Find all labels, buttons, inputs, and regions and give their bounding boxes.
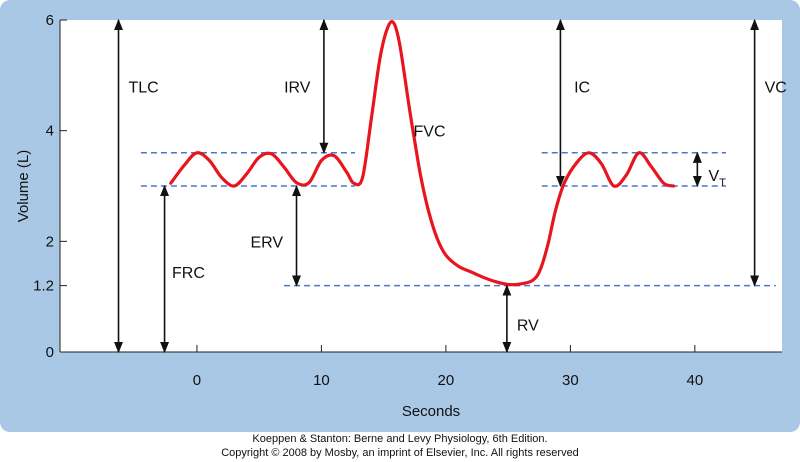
x-tick-label: 20 bbox=[438, 372, 455, 389]
y-tick-label: 0 bbox=[46, 344, 54, 361]
x-tick-label: 40 bbox=[687, 372, 704, 389]
y-tick-label: 6 bbox=[46, 12, 54, 29]
plot-area bbox=[60, 20, 782, 352]
annotation-label-frc: FRC bbox=[172, 265, 205, 282]
y-tick-label: 1.2 bbox=[33, 278, 54, 295]
annotation-label-tlc: TLC bbox=[128, 79, 158, 96]
y-axis-title: Volume (L) bbox=[15, 150, 32, 223]
y-tick-label: 2 bbox=[46, 233, 54, 250]
annotation-label-erv: ERV bbox=[250, 234, 283, 251]
axes: 0 1.2 2 4 6 0 10 20 30 40 bbox=[33, 12, 782, 389]
x-tick-label: 0 bbox=[193, 372, 201, 389]
annotation-label-vc: VC bbox=[765, 79, 787, 96]
x-tick-label: 10 bbox=[313, 372, 330, 389]
y-tick-label: 4 bbox=[46, 123, 54, 140]
volume-curve bbox=[169, 20, 676, 287]
annotation-label-rv: RV bbox=[517, 317, 539, 334]
credit-line-1: Koeppen & Stanton: Berne and Levy Physio… bbox=[252, 433, 548, 445]
annotation-label-fvc: FVC bbox=[414, 124, 446, 141]
credit-line-2: Copyright © 2008 by Mosby, an imprint of… bbox=[221, 447, 579, 459]
annotation-subscript: T bbox=[719, 177, 726, 189]
x-axis-title: Seconds bbox=[402, 403, 460, 420]
annotation-label-ic: IC bbox=[574, 79, 590, 96]
annotation-label-irv: IRV bbox=[284, 79, 311, 96]
x-tick-label: 30 bbox=[562, 372, 579, 389]
series-layer bbox=[169, 20, 676, 287]
